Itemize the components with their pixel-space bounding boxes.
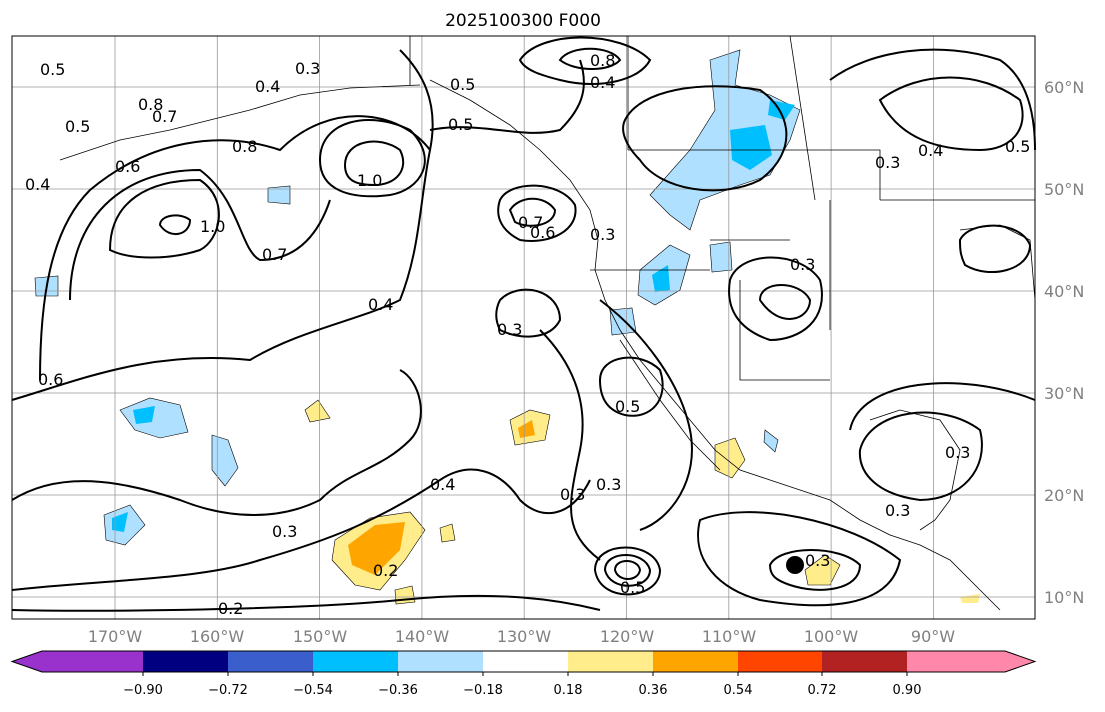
colorbar-segment — [143, 651, 229, 672]
colorbar-tick-label: −0.54 — [293, 683, 333, 698]
contour-label: 0.6 — [38, 370, 63, 389]
lat-tick-label: 20°N — [1044, 486, 1084, 505]
contour-label: 0.4 — [590, 73, 615, 92]
map-title: 2025100300 F000 — [445, 11, 601, 31]
contour-label: 0.3 — [295, 59, 320, 78]
lon-tick-label: 110°W — [702, 627, 757, 646]
axis-labels: 170°W 160°W 150°W 140°W 130°W 120°W 110°… — [88, 78, 1085, 646]
lat-tick-label: 10°N — [1044, 588, 1084, 607]
contour-label: 0.8 — [138, 95, 163, 114]
contour-label: 0.8 — [590, 51, 615, 70]
colorbar-segment — [822, 651, 908, 672]
contour-label: 0.5 — [450, 75, 475, 94]
contour-label: 1.0 — [357, 171, 382, 190]
colorbar-tick-label: −0.18 — [463, 683, 503, 698]
contour-label: 0.4 — [918, 141, 943, 160]
contour-label: 0.5 — [448, 115, 473, 134]
lon-tick-label: 90°W — [911, 627, 955, 646]
colorbar-segment — [568, 651, 654, 672]
colorbar-segment — [42, 651, 144, 672]
contour-label: 0.7 — [152, 107, 177, 126]
contour-label: 0.3 — [945, 443, 970, 462]
contour-label: 0.4 — [430, 475, 455, 494]
contour-label: 0.3 — [272, 522, 297, 541]
contour-label: 0.4 — [25, 175, 50, 194]
colorbar-tick-label: 0.90 — [893, 683, 922, 698]
contour-label: 0.3 — [875, 153, 900, 172]
colorbar — [10, 650, 1037, 676]
lon-tick-label: 130°W — [497, 627, 552, 646]
contour-label: 0.3 — [790, 255, 815, 274]
contour-label: 0.7 — [518, 213, 543, 232]
contour-label: 0.3 — [497, 320, 522, 339]
colorbar-tick-label: −0.72 — [208, 683, 248, 698]
contour-label: 0.6 — [115, 157, 140, 176]
colorbar-tick-label: −0.90 — [123, 683, 163, 698]
contour-label: 0.6 — [530, 223, 555, 242]
contour-label: 0.5 — [40, 60, 65, 79]
contour-label: 0.5 — [1005, 137, 1030, 156]
contours — [11, 36, 1036, 612]
lat-tick-label: 60°N — [1044, 78, 1084, 97]
contour-label: 0.5 — [615, 397, 640, 416]
colorbar-segment — [738, 651, 823, 672]
lat-tick-label: 30°N — [1044, 384, 1084, 403]
colorbar-tick-label: 0.72 — [808, 683, 837, 698]
contour-label: 0.3 — [596, 475, 621, 494]
colorbar-segment — [653, 651, 739, 672]
colorbar-segment — [907, 651, 1006, 672]
contour-label: 0.7 — [262, 245, 287, 264]
colorbar-segment — [398, 651, 484, 672]
lon-tick-label: 160°W — [190, 627, 245, 646]
colorbar-extend-max — [1005, 651, 1035, 672]
contour-label: 0.2 — [373, 561, 398, 580]
colorbar-tick-label: −0.36 — [378, 683, 418, 698]
colorbar-outline — [10, 650, 1037, 673]
contour-label: 0.3 — [885, 501, 910, 520]
lon-tick-label: 150°W — [293, 627, 348, 646]
colorbar-tick-label: 0.36 — [639, 683, 668, 698]
colorbar-tick-labels: −0.90 −0.72 −0.54 −0.36 −0.18 0.18 0.36 … — [123, 683, 921, 698]
storm-marker — [786, 556, 804, 574]
contour-label: 0.3 — [805, 551, 830, 570]
contour-label: 0.4 — [255, 77, 280, 96]
lat-tick-label: 40°N — [1044, 282, 1084, 301]
contour-label: 1.0 — [200, 217, 225, 236]
colorbar-extend-min — [12, 651, 42, 672]
lon-tick-label: 100°W — [804, 627, 859, 646]
contour-label: 0.3 — [590, 225, 615, 244]
contour-label: 0.4 — [368, 295, 393, 314]
contour-label: 0.5 — [620, 578, 645, 597]
contour-label: 0.5 — [65, 117, 90, 136]
lat-tick-label: 50°N — [1044, 180, 1084, 199]
contour-label: 0.3 — [560, 485, 585, 504]
coastlines — [59, 35, 1036, 611]
lon-tick-label: 140°W — [395, 627, 450, 646]
colorbar-tick-label: 0.54 — [724, 683, 753, 698]
contour-label: 0.8 — [232, 137, 257, 156]
colorbar-segment — [313, 651, 399, 672]
lon-tick-label: 120°W — [600, 627, 655, 646]
contour-labels: 0.5 0.3 0.4 0.8 0.7 0.5 0.8 0.4 0.6 1.0 … — [25, 51, 1030, 618]
map-frame — [11, 35, 1036, 620]
colorbar-segment — [228, 651, 314, 672]
colorbar-tick-label: 0.18 — [554, 683, 583, 698]
contour-label: 0.2 — [218, 599, 243, 618]
colorbar-segment — [483, 651, 569, 672]
lon-tick-label: 170°W — [88, 627, 143, 646]
map-panel: 0.5 0.3 0.4 0.8 0.7 0.5 0.8 0.4 0.6 1.0 … — [11, 35, 1036, 620]
